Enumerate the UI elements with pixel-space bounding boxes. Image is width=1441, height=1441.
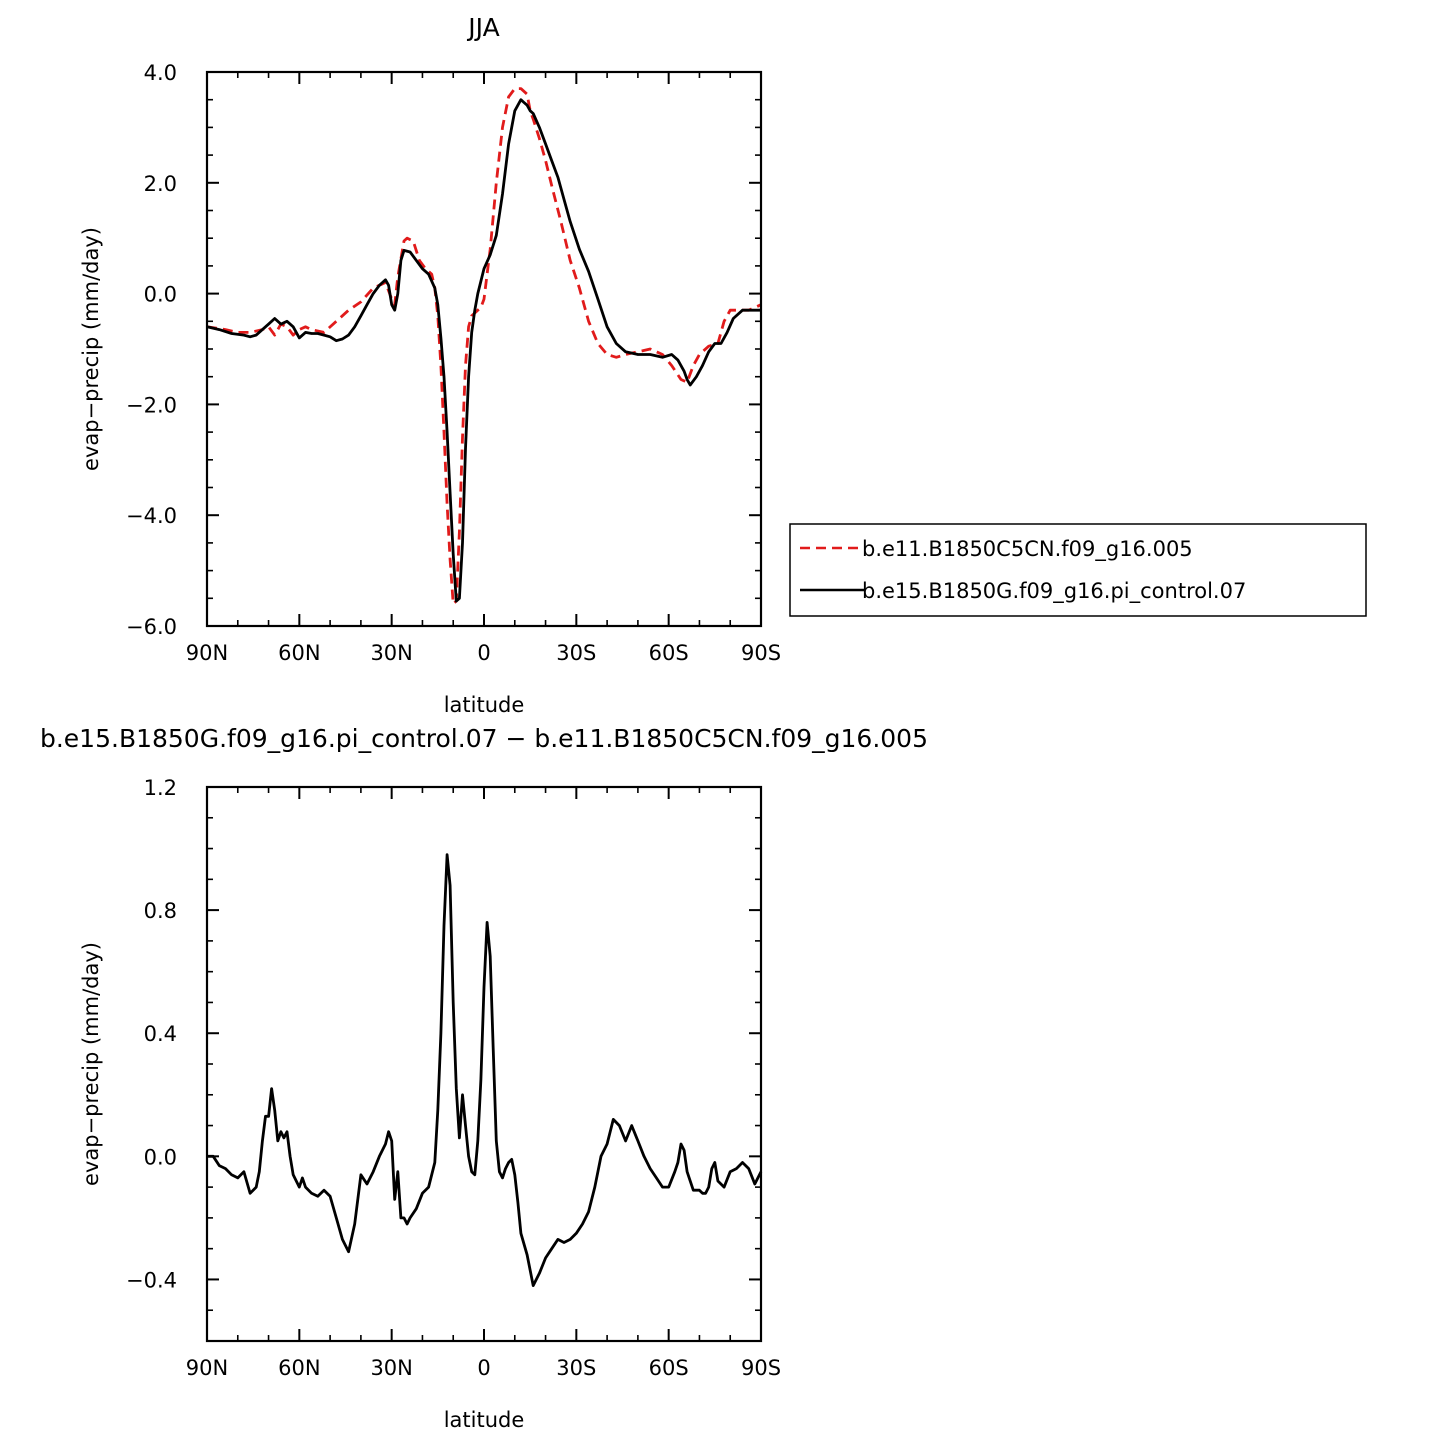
legend-label-series-1: b.e11.B1850C5CN.f09_g16.005: [862, 537, 1193, 562]
top-y-tick-label: 4.0: [144, 61, 177, 85]
top-plot-frame: [205, 70, 763, 628]
top-x-tick-label: 60S: [649, 641, 689, 665]
top-y-tick-label: 2.0: [144, 172, 177, 196]
top-y-axis-label: evap−precip (mm/day): [79, 227, 103, 471]
top-series-line-2: [206, 98, 761, 603]
top-y-tick-label: −2.0: [126, 393, 177, 417]
top-panel: JJA 90N 60N 30N 0 30S 60S 90S −6.0 −4.0 −2.0 0.0 2.…: [79, 13, 781, 717]
top-x-tick-label: 60N: [278, 641, 320, 665]
bottom-x-tick-label: 60S: [649, 1356, 689, 1380]
top-x-axis-label: latitude: [444, 693, 525, 717]
bottom-y-axis-label: evap−precip (mm/day): [79, 942, 103, 1186]
top-series-line-1: [206, 87, 762, 606]
bottom-x-axis-label: latitude: [444, 1408, 525, 1432]
bottom-x-tick-label: 60N: [278, 1356, 320, 1380]
bottom-plot-frame: [205, 785, 763, 1343]
bottom-x-tick-label: 90N: [186, 1356, 228, 1380]
top-y-tick-label: −4.0: [126, 504, 177, 528]
top-ticks-layer: 90N 60N 30N 0 30S 60S 90S −6.0 −4.0 −2.0 0.0 2.0 4.0: [126, 61, 781, 665]
bottom-panel: b.e15.B1850G.f09_g16.pi_control.07 − b.e…: [40, 724, 928, 1432]
top-y-tick-label: −6.0: [126, 615, 177, 639]
bottom-ticks-layer: 90N 60N 30N 0 30S 60S 90S −0.4 0.0 0.4 0.8 1.2: [126, 776, 781, 1380]
bottom-x-tick-label: 90S: [741, 1356, 781, 1380]
bottom-series-line-1: [207, 853, 763, 1287]
bottom-y-tick-label: −0.4: [126, 1268, 177, 1292]
top-x-tick-label: 90N: [186, 641, 228, 665]
top-x-tick-label: 30S: [556, 641, 596, 665]
bottom-x-tick-label: 30S: [556, 1356, 596, 1380]
top-x-tick-label: 90S: [741, 641, 781, 665]
bottom-y-tick-label: 1.2: [144, 776, 177, 800]
legend-label-series-2: b.e15.B1850G.f09_g16.pi_control.07: [862, 579, 1246, 604]
bottom-y-tick-label: 0.0: [144, 1145, 177, 1169]
top-series-layer: [206, 87, 762, 606]
bottom-y-tick-label: 0.8: [144, 899, 177, 923]
top-x-tick-label: 0: [477, 641, 490, 665]
bottom-x-tick-label: 30N: [370, 1356, 412, 1380]
bottom-chart-title: b.e15.B1850G.f09_g16.pi_control.07 − b.e…: [40, 724, 928, 753]
legend: b.e11.B1850C5CN.f09_g16.005 b.e15.B1850G…: [789, 523, 1367, 617]
top-y-tick-label: 0.0: [144, 283, 177, 307]
bottom-series-layer: [207, 853, 763, 1287]
top-x-tick-label: 30N: [370, 641, 412, 665]
top-chart-title: JJA: [466, 13, 499, 42]
bottom-x-tick-label: 0: [477, 1356, 490, 1380]
bottom-y-tick-label: 0.4: [144, 1022, 177, 1046]
legend-box: [789, 523, 1367, 617]
